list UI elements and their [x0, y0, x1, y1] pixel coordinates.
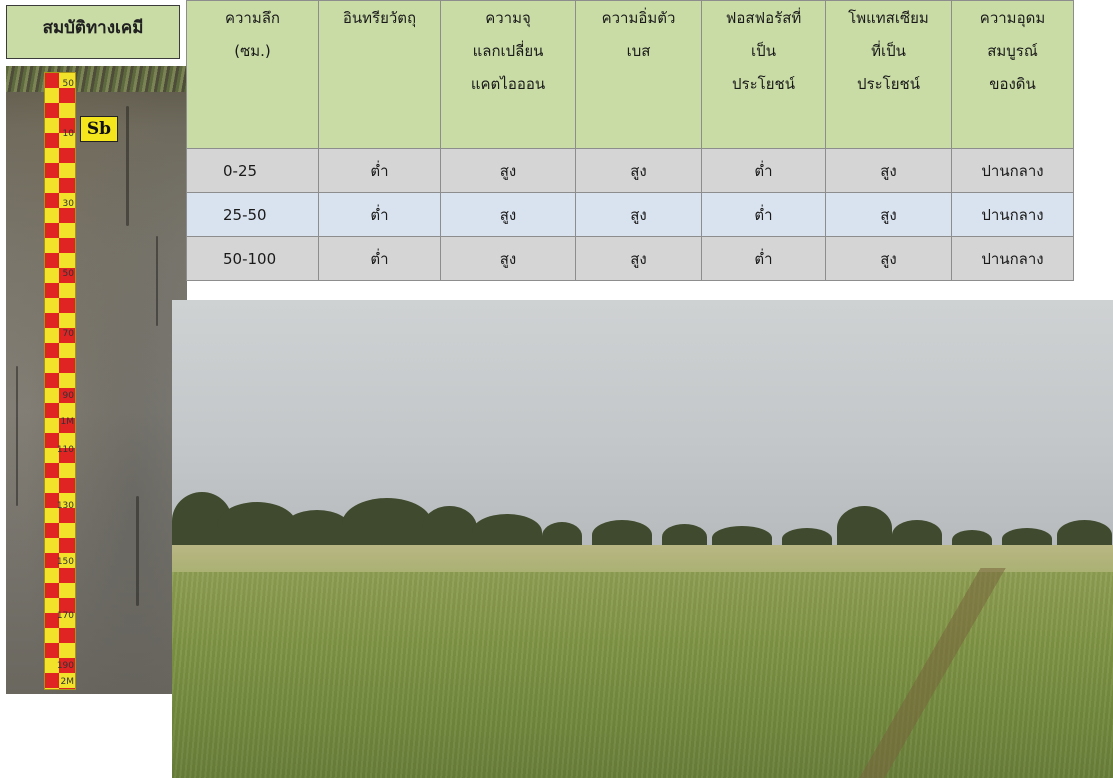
ruler-mark: 190 — [56, 661, 74, 671]
table-cell: สูง — [575, 236, 702, 281]
measuring-ruler: 50 10 30 50 70 90 1M 110 130 150 170 190… — [44, 72, 76, 690]
header-base-saturation: ความอิ่มตัว เบส — [575, 0, 702, 149]
ruler-mark: 130 — [56, 501, 74, 511]
soil-series-label: Sb — [80, 116, 118, 142]
table-cell: ปานกลาง — [951, 192, 1074, 237]
treeline — [172, 480, 1113, 550]
table-cell: ต่ำ — [318, 148, 441, 193]
ruler-mark: 50 — [62, 79, 74, 89]
ruler-mark: 70 — [62, 329, 74, 339]
ruler-mark: 10 — [62, 129, 74, 139]
header-organic-matter: อินทรียวัตถุ — [318, 0, 441, 149]
header-depth: ความลึก (ซม.) — [186, 0, 319, 149]
soil-crack — [126, 106, 129, 226]
table-row: 0-25 ต่ำ สูง สูง ต่ำ สูง ปานกลาง — [186, 148, 1074, 193]
soil-grass-strip — [6, 66, 187, 92]
ruler-mark: 90 — [62, 391, 74, 401]
soil-crack — [16, 366, 18, 506]
table-cell: สูง — [440, 192, 576, 237]
chemical-properties-table: ความลึก (ซม.) อินทรียวัตถุ ความจุ แลกเปลี่… — [186, 0, 1074, 281]
header-fertility: ความอุดม สมบูรณ์ ของดิน — [951, 0, 1074, 149]
ruler-mark: 2M — [60, 677, 75, 687]
header-cec: ความจุ แลกเปลี่ยน แคตไอออน — [440, 0, 576, 149]
table-cell: สูง — [575, 192, 702, 237]
table-row: 25-50 ต่ำ สูง สูง ต่ำ สูง ปานกลาง — [186, 192, 1074, 237]
table-cell: 50-100 — [186, 236, 319, 281]
table-cell: ต่ำ — [318, 192, 441, 237]
ruler-mark: 1M — [60, 417, 75, 427]
header-phosphorus: ฟอสฟอรัสที่ เป็น ประโยชน์ — [701, 0, 826, 149]
ruler-mark: 50 — [62, 269, 74, 279]
rice-field-photo — [172, 300, 1113, 778]
ruler-mark: 110 — [56, 445, 74, 455]
table-cell: สูง — [825, 192, 952, 237]
table-cell: สูง — [575, 148, 702, 193]
table-cell: ปานกลาง — [951, 236, 1074, 281]
table-header-row: ความลึก (ซม.) อินทรียวัตถุ ความจุ แลกเปลี่… — [186, 0, 1074, 149]
table-cell: ต่ำ — [701, 192, 826, 237]
ruler-mark: 150 — [56, 557, 74, 567]
table-cell: ต่ำ — [701, 236, 826, 281]
section-title: สมบัติทางเคมี — [6, 5, 180, 59]
soil-crack — [136, 496, 139, 606]
table-row: 50-100 ต่ำ สูง สูง ต่ำ สูง ปานกลาง — [186, 236, 1074, 281]
ruler-mark: 30 — [62, 199, 74, 209]
soil-profile-photo: 50 10 30 50 70 90 1M 110 130 150 170 190… — [6, 66, 187, 694]
ruler-mark: 170 — [56, 611, 74, 621]
field-dike — [812, 568, 1112, 778]
table-cell: 25-50 — [186, 192, 319, 237]
soil-crack — [156, 236, 158, 326]
table-cell: สูง — [825, 148, 952, 193]
table-cell: ปานกลาง — [951, 148, 1074, 193]
header-potassium: โพแทสเซียม ที่เป็น ประโยชน์ — [825, 0, 952, 149]
table-cell: ต่ำ — [701, 148, 826, 193]
table-cell: 0-25 — [186, 148, 319, 193]
table-cell: สูง — [440, 236, 576, 281]
table-cell: สูง — [825, 236, 952, 281]
table-cell: สูง — [440, 148, 576, 193]
table-cell: ต่ำ — [318, 236, 441, 281]
